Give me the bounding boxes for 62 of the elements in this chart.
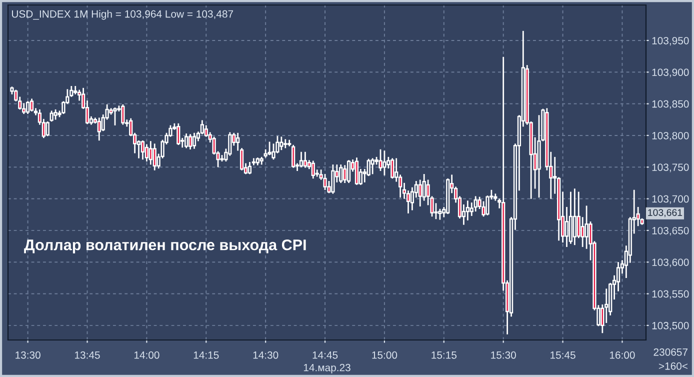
candlestick: [331, 164, 335, 194]
y-tick-label: 103,800: [652, 132, 689, 141]
y-tick-label: 103,700: [652, 195, 689, 204]
x-tick-label: 15:15: [432, 351, 456, 359]
candlestick: [248, 162, 252, 174]
y-tick-label: 103,900: [652, 68, 689, 78]
candlestick: [370, 158, 374, 174]
candlestick: [152, 144, 156, 170]
candlestick: [184, 133, 188, 148]
x-tick-label: 14:15: [194, 351, 219, 359]
candlestick: [474, 196, 478, 212]
candlestick: [176, 123, 180, 146]
candlestick: [121, 104, 125, 125]
y-tick-label: 103,650: [652, 226, 689, 236]
x-tick-label: 16:00: [610, 351, 635, 359]
x-tick-label: 15:45: [550, 351, 576, 359]
candlestick: [140, 140, 145, 160]
candlestick: [303, 152, 308, 168]
x-tick-label: 14:30: [253, 351, 278, 359]
x-tick-label: 13:30: [16, 351, 40, 359]
y-tick-label: 103,850: [652, 100, 689, 109]
y-tick-label: 103,950: [652, 36, 689, 46]
candlestick: [339, 164, 343, 184]
candlestick: [382, 150, 386, 176]
candlestick: [390, 158, 394, 179]
text: 230657: [654, 348, 688, 356]
candlestick: [343, 165, 347, 184]
candlestick: [418, 180, 422, 206]
candlestick: [30, 98, 34, 112]
y-tick-label: 103,550: [652, 290, 689, 299]
candlestick: [113, 108, 117, 126]
y-tick-label: 103,600: [652, 258, 689, 268]
x-tick-label: 15:30: [491, 351, 516, 359]
x-tick-label: 13:45: [75, 351, 100, 359]
x-tick-label: 14:00: [134, 351, 160, 359]
annotation: Доллар волатилен после выхода CPI: [24, 239, 306, 254]
candlestick: [572, 188, 576, 246]
candlestick: [50, 110, 54, 122]
candlestick: [188, 134, 192, 150]
x-tick-label: 15:00: [372, 351, 398, 359]
candlestick: [26, 101, 30, 114]
candlestick: [564, 206, 569, 247]
candlestick: [311, 160, 315, 179]
candlestick: [354, 158, 359, 185]
candlestick: [346, 160, 351, 184]
candlestick: [280, 136, 284, 150]
text: >160<: [658, 362, 688, 370]
annotation: 103,661: [648, 209, 682, 218]
candlestick: [192, 132, 196, 149]
candlestick: [144, 144, 149, 162]
candlestick: [284, 139, 288, 148]
y-tick-label: 103,750: [652, 164, 689, 172]
candlestick: [46, 121, 50, 136]
candlestick: [584, 206, 588, 249]
chart-title: USD_INDEX 1M High = 103,964 Low = 103,487: [12, 10, 234, 20]
candlestick: [299, 152, 304, 168]
x-tick-label: 14:45: [312, 351, 338, 359]
candlestick: [148, 141, 152, 165]
candlestick: [268, 142, 272, 156]
y-tick-label: 103,500: [652, 322, 689, 331]
candlestick: [97, 118, 101, 141]
text: 14.мар.23: [304, 364, 350, 374]
